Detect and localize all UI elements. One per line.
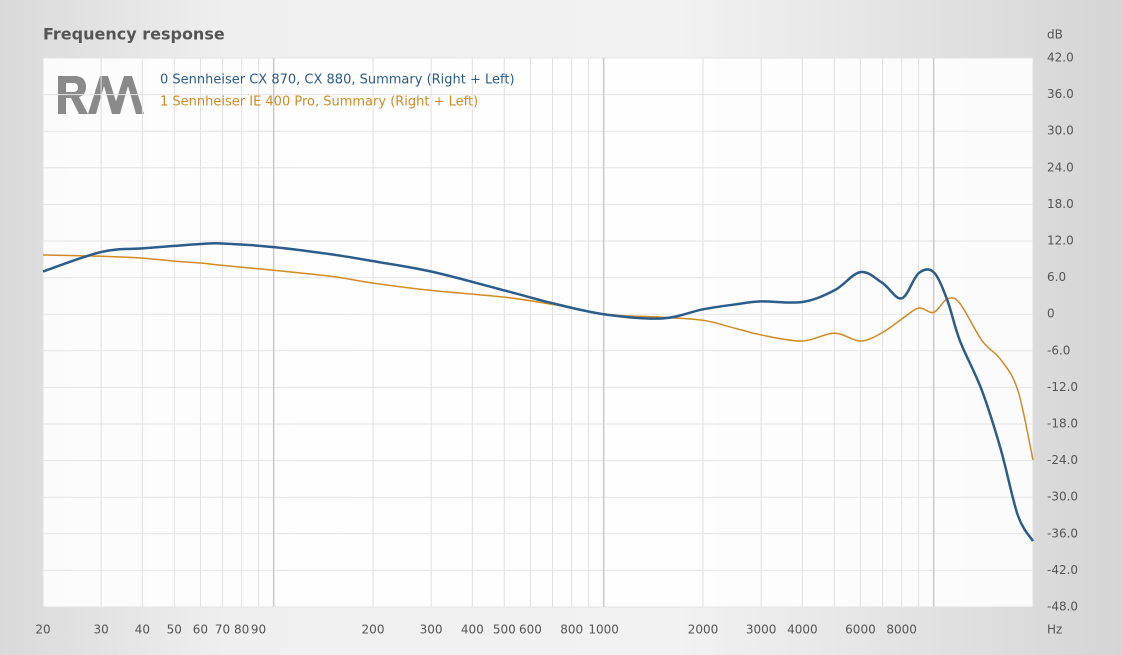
y-tick-label: 36.0 — [1047, 87, 1074, 101]
y-tick-label: 0 — [1047, 307, 1055, 321]
x-tick-label: 40 — [135, 623, 150, 637]
x-tick-label: 90 — [251, 623, 266, 637]
legend-entry: 0 Sennheiser CX 870, CX 880, Summary (Ri… — [160, 73, 515, 88]
x-tick-label: 80 — [234, 623, 249, 637]
y-tick-label: 30.0 — [1047, 124, 1074, 138]
plot-area — [42, 57, 1034, 608]
x-tick-label: 500 — [493, 623, 516, 637]
series-line — [42, 254, 1034, 461]
x-tick-label: 400 — [461, 623, 484, 637]
x-tick-label: 2000 — [688, 623, 719, 637]
x-unit: Hz — [1047, 623, 1062, 637]
y-tick-label: 12.0 — [1047, 234, 1074, 248]
y-tick-label: -24.0 — [1047, 453, 1078, 467]
y-tick-label: 42.0 — [1047, 51, 1074, 65]
x-tick-label: 6000 — [845, 623, 876, 637]
y-tick-label: -30.0 — [1047, 490, 1078, 504]
chart-title: Frequency response — [43, 25, 225, 44]
y-tick-label: -42.0 — [1047, 563, 1078, 577]
x-tick-label: 4000 — [787, 623, 818, 637]
x-tick-label: 60 — [193, 623, 208, 637]
x-tick-label: 800 — [560, 623, 583, 637]
y-tick-label: -12.0 — [1047, 380, 1078, 394]
y-unit: dB — [1047, 28, 1063, 42]
y-tick-label: 18.0 — [1047, 197, 1074, 211]
x-tick-label: 200 — [362, 623, 385, 637]
y-tick-label: -6.0 — [1047, 343, 1070, 357]
grid — [42, 57, 1034, 608]
x-tick-label: 50 — [167, 623, 182, 637]
y-tick-label: -36.0 — [1047, 526, 1078, 540]
x-tick-label: 600 — [519, 623, 542, 637]
x-tick-label: 30 — [93, 623, 108, 637]
logo-mark — [88, 76, 120, 114]
legend-entry: 1 Sennheiser IE 400 Pro, Summary (Right … — [160, 95, 478, 110]
x-tick-label: 70 — [215, 623, 230, 637]
y-tick-label: 24.0 — [1047, 160, 1074, 174]
x-tick-label: 300 — [420, 623, 443, 637]
x-tick-label: 8000 — [886, 623, 917, 637]
y-tick-label: -48.0 — [1047, 600, 1078, 614]
y-tick-label: 6.0 — [1047, 270, 1066, 284]
y-tick-label: -18.0 — [1047, 417, 1078, 431]
logo-mark — [112, 76, 144, 114]
x-tick-label: 3000 — [746, 623, 777, 637]
x-tick-label: 1000 — [588, 623, 619, 637]
series-line — [42, 242, 1035, 542]
x-tick-label: 20 — [35, 623, 50, 637]
